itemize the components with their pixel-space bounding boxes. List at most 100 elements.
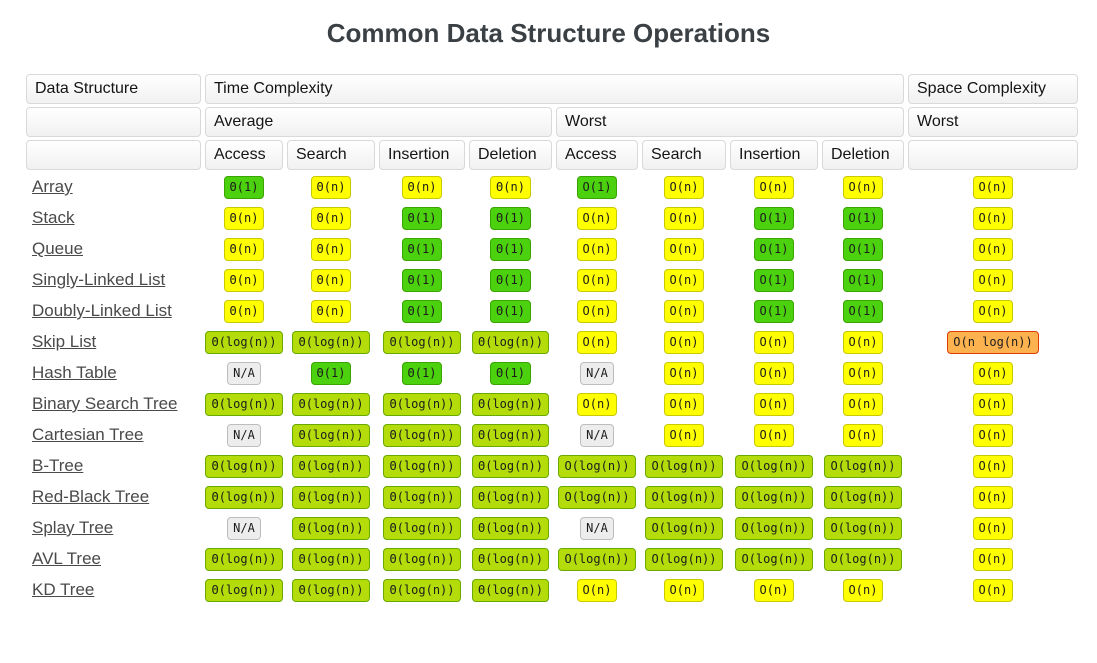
complexity-cell: Θ(log(n)) [205,390,283,418]
data-structure-cell: Binary Search Tree [26,390,201,418]
header-avg-deletion: Deletion [469,140,552,170]
complexity-badge: Θ(n) [310,175,352,199]
complexity-badge: Θ(log(n)) [383,423,461,447]
complexity-badge: Θ(1) [223,175,265,199]
data-structure-cell: Skip List [26,328,201,356]
ds-link-singly-linked-list[interactable]: Singly-Linked List [32,270,166,289]
table-row: B-Tree Θ(log(n)) Θ(log(n)) Θ(log(n)) Θ(log(n… [26,452,1078,480]
complexity-cell: O(n) [822,173,904,201]
complexity-cell: Θ(log(n)) [469,576,552,604]
complexity-cell: O(log(n)) [730,483,818,511]
complexity-badge: O(n) [972,485,1014,509]
complexity-cell: O(n) [642,390,726,418]
complexity-badge: Θ(1) [490,206,531,230]
complexity-badge: Θ(log(n)) [205,485,283,509]
table-row: KD Tree Θ(log(n)) Θ(log(n)) Θ(log(n)) Θ(log(… [26,576,1078,604]
ds-link-skip-list[interactable]: Skip List [32,332,97,351]
ds-link-splay-tree[interactable]: Splay Tree [32,518,114,537]
data-structure-cell: Array [26,173,201,201]
ds-link-cartesian-tree[interactable]: Cartesian Tree [32,425,144,444]
complexity-cell: N/A [205,359,283,387]
complexity-badge: O(n) [576,268,618,292]
complexity-badge: Θ(log(n)) [292,485,370,509]
ds-link-kd-tree[interactable]: KD Tree [32,580,95,599]
complexity-cell: O(log(n)) [730,545,818,573]
complexity-cell: O(n) [556,297,638,325]
complexity-cell: O(n) [730,576,818,604]
complexity-badge: O(n) [663,392,705,416]
complexity-cell: O(n) [908,514,1078,542]
complexity-cell: Θ(1) [469,204,552,232]
complexity-cell: Θ(log(n)) [469,514,552,542]
complexity-badge: Θ(n) [223,268,265,292]
complexity-cell: O(n) [908,390,1078,418]
complexity-cell: Θ(log(n)) [205,328,283,356]
complexity-badge: O(log(n)) [824,516,902,540]
complexity-badge: O(n) [972,392,1014,416]
complexity-badge: O(n) [576,299,618,323]
complexity-badge: N/A [580,516,614,540]
complexity-cell: O(log(n)) [642,452,726,480]
complexity-badge: Θ(log(n)) [205,392,283,416]
complexity-cell: Θ(log(n)) [379,390,465,418]
complexity-badge: Θ(1) [401,361,443,385]
complexity-badge: O(n) [842,578,884,602]
ds-link-queue[interactable]: Queue [32,239,84,258]
complexity-cell: Θ(1) [469,297,552,325]
table-row: Stack Θ(n) Θ(n) Θ(1) Θ(1) O(n) O(n) O(1) O(1) O(n… [26,204,1078,232]
complexity-cell: O(n) [908,204,1078,232]
header-avg-insertion: Insertion [379,140,465,170]
table-row: Cartesian Tree N/A Θ(log(n)) Θ(log(n)) Θ(log… [26,421,1078,449]
table-row: Queue Θ(n) Θ(n) Θ(1) Θ(1) O(n) O(n) O(1) O(1) O(n… [26,235,1078,263]
complexity-badge: O(n) [972,268,1014,292]
complexity-cell: N/A [556,421,638,449]
ds-link-doubly-linked-list[interactable]: Doubly-Linked List [32,301,172,320]
complexity-badge: O(n) [753,578,795,602]
header-data-structure: Data Structure [26,74,201,104]
complexity-badge: Θ(1) [310,361,352,385]
complexity-badge: Θ(log(n)) [471,392,550,416]
complexity-badge: N/A [227,361,261,385]
ds-link-red-black-tree[interactable]: Red-Black Tree [32,487,150,506]
complexity-badge: Θ(log(n)) [205,547,283,571]
complexity-cell: O(n) [556,576,638,604]
complexity-cell: Θ(log(n)) [469,390,552,418]
table-header: Data Structure Time Complexity Space Com… [26,74,1078,170]
table-row: Splay Tree N/A Θ(log(n)) Θ(log(n)) Θ(log(n))… [26,514,1078,542]
complexity-badge: O(n) [576,330,618,354]
complexity-badge: Θ(1) [401,237,443,261]
table-row: Doubly-Linked List Θ(n) Θ(n) Θ(1) Θ(1) O(n) O(… [26,297,1078,325]
complexity-badge: O(1) [842,206,884,230]
complexity-cell: Θ(n) [287,235,375,263]
complexity-cell: O(n) [908,545,1078,573]
complexity-cell: O(n) [642,235,726,263]
complexity-badge: Θ(log(n)) [471,454,550,478]
complexity-cell: Θ(log(n)) [287,576,375,604]
complexity-badge: O(n) [576,206,618,230]
complexity-cell: O(n) [908,421,1078,449]
complexity-badge: Θ(1) [401,299,443,323]
ds-link-hash-table[interactable]: Hash Table [32,363,117,382]
complexity-cell: O(n) [642,576,726,604]
complexity-cell: O(log(n)) [556,483,638,511]
ds-link-stack[interactable]: Stack [32,208,75,227]
complexity-cell: Θ(log(n)) [469,452,552,480]
complexity-badge: O(n) [753,392,795,416]
header-row-groups: Data Structure Time Complexity Space Com… [26,74,1078,104]
complexity-badge: O(log(n)) [558,547,636,571]
data-structure-cell: Red-Black Tree [26,483,201,511]
complexity-cell: Θ(log(n)) [379,576,465,604]
ds-link-avl-tree[interactable]: AVL Tree [32,549,101,568]
complexity-cell: Θ(n) [287,173,375,201]
complexity-badge: Θ(n) [223,299,265,323]
header-space-worst: Worst [908,107,1078,137]
complexity-cell: Θ(1) [469,266,552,294]
complexity-badge: O(n) [972,237,1014,261]
complexity-cell: Θ(n) [379,173,465,201]
complexity-badge: O(n) [972,516,1014,540]
ds-link-binary-search-tree[interactable]: Binary Search Tree [32,394,178,413]
complexity-cell: Θ(1) [379,204,465,232]
header-time-complexity: Time Complexity [205,74,904,104]
ds-link-array[interactable]: Array [32,177,73,196]
ds-link-b-tree[interactable]: B-Tree [32,456,84,475]
